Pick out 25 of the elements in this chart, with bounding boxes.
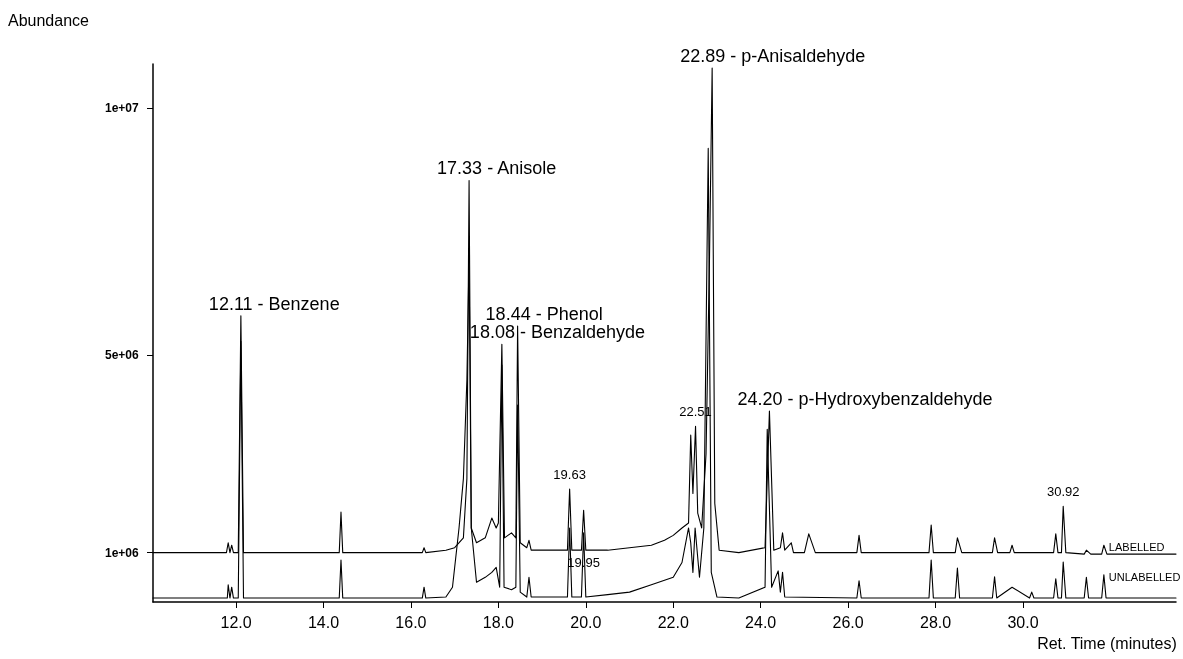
y-tick-label: 1e+07 bbox=[105, 101, 140, 116]
x-axis-title: Ret. Time (minutes) bbox=[1037, 634, 1177, 652]
x-tick-label: 24.0 bbox=[745, 613, 777, 631]
x-tick-label: 12.0 bbox=[220, 613, 252, 631]
x-tick-label: 16.0 bbox=[395, 613, 427, 631]
y-axis-title: Abundance bbox=[8, 11, 90, 29]
annotation: 18.08 - Benzaldehyde bbox=[469, 322, 646, 343]
series-label: LABELLED bbox=[1108, 541, 1165, 554]
annotation: 17.33 - Anisole bbox=[437, 158, 557, 179]
x-tick-label: 26.0 bbox=[832, 613, 864, 631]
annotation: 12.11 - Benzene bbox=[208, 293, 340, 314]
y-tick-label: 1e+06 bbox=[105, 545, 140, 560]
x-tick-label: 30.0 bbox=[1007, 613, 1039, 631]
annotation: 18.44 - Phenol bbox=[485, 304, 603, 325]
series-label: UNLABELLED bbox=[1108, 570, 1181, 583]
x-tick-label: 18.0 bbox=[482, 613, 515, 631]
annotation: 19.63 bbox=[553, 466, 586, 482]
x-tick-label: 14.0 bbox=[307, 613, 340, 631]
x-tick-label: 28.0 bbox=[919, 613, 952, 631]
x-tick-label: 22.0 bbox=[657, 613, 689, 631]
annotation: 24.20 - p-Hydroxybenzaldehyde bbox=[737, 388, 993, 409]
y-tick-label: 5e+06 bbox=[105, 348, 140, 363]
annotation: 22.89 - p-Anisaldehyde bbox=[680, 45, 866, 66]
annotation: 30.92 bbox=[1046, 484, 1080, 500]
x-tick-label: 20.0 bbox=[570, 613, 602, 631]
